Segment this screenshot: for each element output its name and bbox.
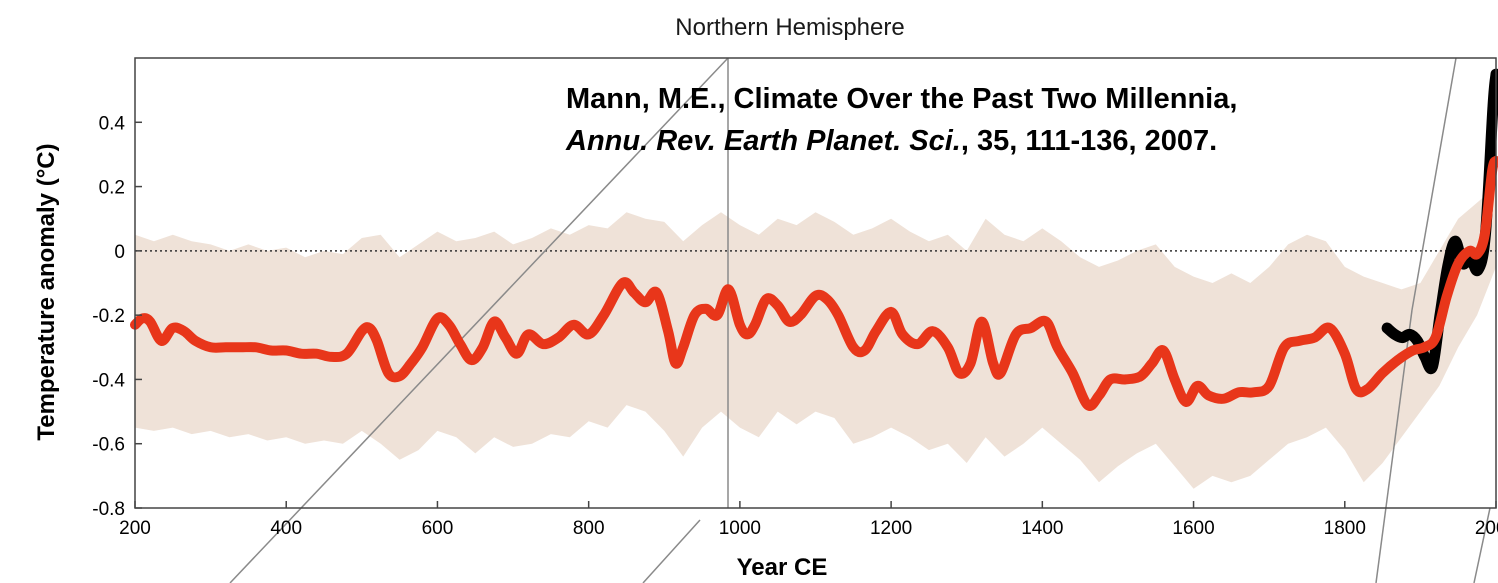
zoom-guide-line (229, 57, 729, 583)
y-tick-label: 0 (114, 242, 125, 263)
series-layer (130, 68, 1498, 411)
reconstruction-series-line (130, 155, 1498, 411)
axes-layer (134, 57, 1497, 509)
y-axis-title: Temperature anomaly (°C) (33, 143, 60, 440)
citation-line-1: Mann, M.E., Climate Over the Past Two Mi… (566, 83, 1237, 115)
citation-details: , 35, 111-136, 2007. (961, 125, 1217, 157)
x-tick-label: 1800 (1324, 518, 1366, 539)
uncertainty-band (135, 186, 1496, 489)
x-tick-label: 1400 (1021, 518, 1063, 539)
y-tick-label: 0.4 (99, 113, 126, 134)
plot-frame (134, 57, 1497, 509)
zoom-guide-line (1473, 507, 1491, 583)
x-tick-label: 1600 (1172, 518, 1214, 539)
zoom-guide-line (642, 519, 701, 583)
uncertainty-band-layer (135, 186, 1496, 489)
y-tick-label: 0.2 (99, 178, 125, 199)
x-tick-label: 600 (422, 518, 454, 539)
x-axis-title: Year CE (737, 554, 828, 581)
chart-title: Northern Hemisphere (675, 14, 904, 41)
y-tick-label: -0.2 (92, 306, 125, 327)
y-tick-label: -0.8 (92, 499, 125, 520)
x-tick-label: 1000 (719, 518, 761, 539)
x-tick-label: 200 (119, 518, 151, 539)
zoom-guide-line (1411, 57, 1457, 311)
y-tick-label: -0.6 (92, 435, 125, 456)
x-tick-label: 400 (270, 518, 302, 539)
x-tick-label: 1200 (870, 518, 912, 539)
x-tick-label: 2000 (1475, 518, 1498, 539)
x-tick-label: 800 (573, 518, 605, 539)
citation-line-2: Annu. Rev. Earth Planet. Sci., 35, 111-1… (565, 125, 1217, 157)
citation-journal: Annu. Rev. Earth Planet. Sci. (565, 125, 961, 157)
tick-layer: 200 400 600 800 1000 1200 1400 1600 1800 2000 -0.8… (92, 113, 1498, 539)
y-tick-label: -0.4 (92, 370, 125, 391)
